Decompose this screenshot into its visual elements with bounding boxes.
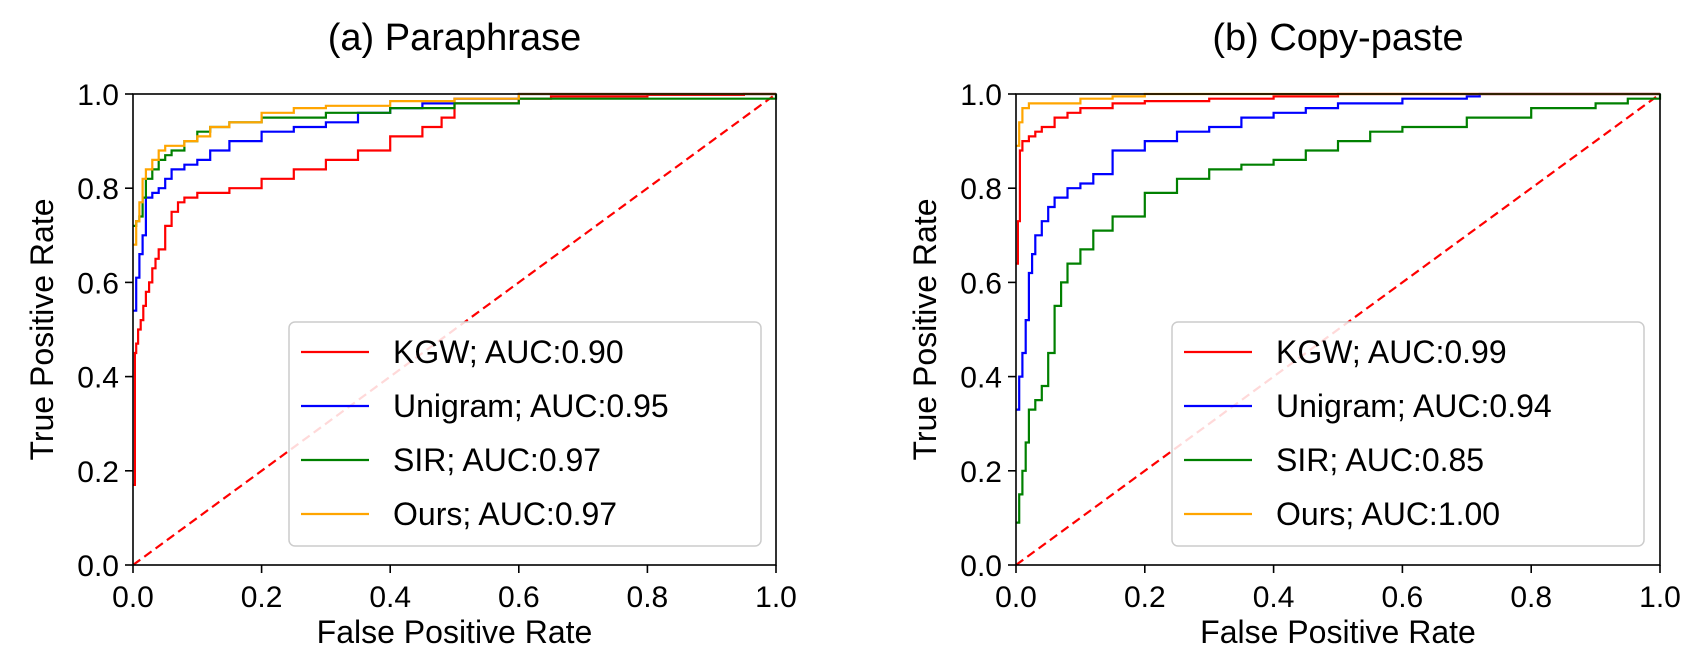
y-tick-label: 0.8 — [77, 173, 119, 206]
series-line-1 — [1016, 92, 1660, 411]
y-tick-label: 1.0 — [77, 79, 119, 112]
y-tick-label: 0.0 — [77, 550, 119, 583]
legend-entry-3: Ours; AUC:0.97 — [393, 496, 617, 532]
x-tick-label: 0.8 — [627, 581, 669, 614]
x-tick-label: 0.6 — [1382, 581, 1424, 614]
legend: KGW; AUC:0.90 Unigram; AUC:0.95 SIR; AUC:0… — [288, 321, 762, 547]
y-axis-label: True Positive Rate — [907, 198, 943, 460]
x-tick-label: 0.0 — [995, 581, 1037, 614]
x-tick-label: 0.4 — [369, 581, 411, 614]
legend-box — [1171, 321, 1645, 547]
legend-entry-1: Unigram; AUC:0.94 — [1276, 388, 1552, 424]
y-tick-label: 1.0 — [960, 79, 1002, 112]
chart-title: (b) Copy-paste — [1212, 17, 1463, 59]
series-line-3 — [1016, 92, 1660, 147]
panel-paraphrase: (a) Paraphrase 0.00.0 0.2 0.2 0.4 0.4 0.6 0.6 0.… — [24, 17, 797, 650]
x-axis-label: False Positive Rate — [1200, 614, 1476, 650]
legend-entry-0: KGW; AUC:0.90 — [393, 334, 624, 370]
y-tick-label: 0.8 — [960, 173, 1002, 206]
series-line-0 — [133, 92, 776, 486]
y-tick-label: 0.6 — [77, 267, 119, 300]
plot-frame — [132, 93, 777, 566]
plot-frame — [1015, 93, 1661, 566]
x-tick-label: 0.2 — [241, 581, 283, 614]
x-tick-label: 0.0 — [112, 581, 154, 614]
x-tick-label: 0.6 — [498, 581, 540, 614]
legend-entry-1: Unigram; AUC:0.95 — [393, 388, 669, 424]
legend-entry-0: KGW; AUC:0.99 — [1276, 334, 1507, 370]
legend: KGW; AUC:0.99 Unigram; AUC:0.94 SIR; AUC:0… — [1171, 321, 1645, 547]
legend-box — [288, 321, 762, 547]
series-line-0 — [1016, 92, 1660, 265]
y-tick-label: 0.4 — [77, 362, 119, 395]
chart-title: (a) Paraphrase — [328, 17, 581, 59]
y-tick-label: 0.2 — [960, 456, 1002, 489]
x-axis-label: False Positive Rate — [317, 614, 593, 650]
legend-entry-2: SIR; AUC:0.97 — [393, 442, 601, 478]
legend-entry-3: Ours; AUC:1.00 — [1276, 496, 1500, 532]
y-axis-label: True Positive Rate — [24, 198, 60, 460]
x-tick-label: 1.0 — [1639, 581, 1681, 614]
panel-copy-paste: (b) Copy-paste 0.00.0 0.2 0.2 0.4 0.4 0.6 0.6 0.… — [907, 17, 1681, 650]
series-line-2 — [1016, 94, 1662, 524]
x-tick-label: 0.4 — [1253, 581, 1295, 614]
x-tick-label: 0.2 — [1124, 581, 1166, 614]
x-tick-label: 0.8 — [1510, 581, 1552, 614]
y-tick-label: 0.6 — [960, 267, 1002, 300]
x-tick-label: 1.0 — [755, 581, 797, 614]
series-line-3 — [133, 92, 776, 246]
legend-entry-2: SIR; AUC:0.85 — [1276, 442, 1484, 478]
y-tick-label: 0.4 — [960, 362, 1002, 395]
y-tick-label: 0.0 — [960, 550, 1002, 583]
y-tick-label: 0.2 — [77, 456, 119, 489]
